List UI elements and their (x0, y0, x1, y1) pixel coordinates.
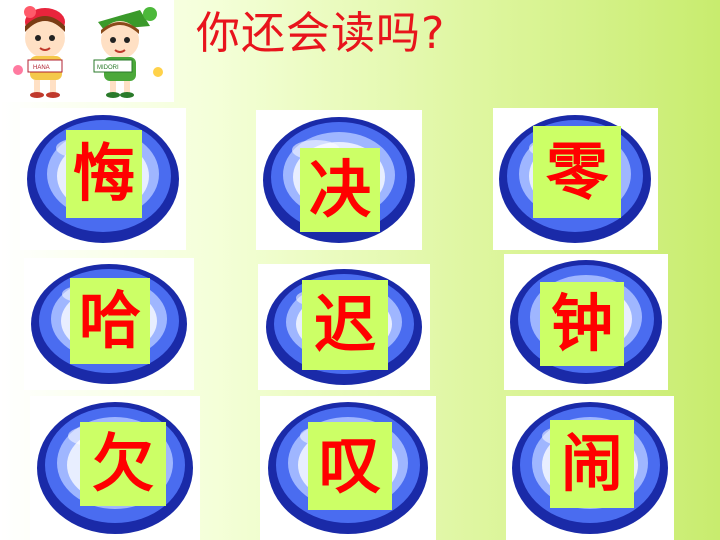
character-label: 悔 (66, 130, 142, 218)
character-label: 决 (300, 148, 380, 232)
character-label: 迟 (302, 280, 388, 370)
character-label: 闹 (550, 420, 634, 508)
character-card-8[interactable]: 叹 (260, 396, 436, 540)
character-card-3[interactable]: 零 (493, 108, 658, 250)
character-card-9[interactable]: 闹 (506, 396, 674, 540)
character-card-7[interactable]: 欠 (30, 396, 200, 540)
character-card-5[interactable]: 迟 (258, 264, 430, 390)
character-card-6[interactable]: 钟 (504, 254, 668, 390)
svg-text:MIDORI: MIDORI (97, 65, 119, 71)
character-label: 哈 (70, 278, 150, 364)
character-card-4[interactable]: 哈 (24, 258, 194, 390)
character-label: 叹 (308, 422, 392, 510)
character-label: 欠 (80, 422, 166, 506)
page-title: 你还会读吗? (196, 8, 446, 59)
logo: HANA MIDORI (0, 0, 174, 102)
character-card-2[interactable]: 决 (256, 110, 422, 250)
character-card-1[interactable]: 悔 (20, 108, 186, 250)
character-label: 零 (533, 126, 621, 218)
cartoon-kids-logo: HANA MIDORI (13, 6, 163, 98)
svg-text:HANA: HANA (33, 65, 50, 71)
character-label: 钟 (540, 282, 624, 366)
